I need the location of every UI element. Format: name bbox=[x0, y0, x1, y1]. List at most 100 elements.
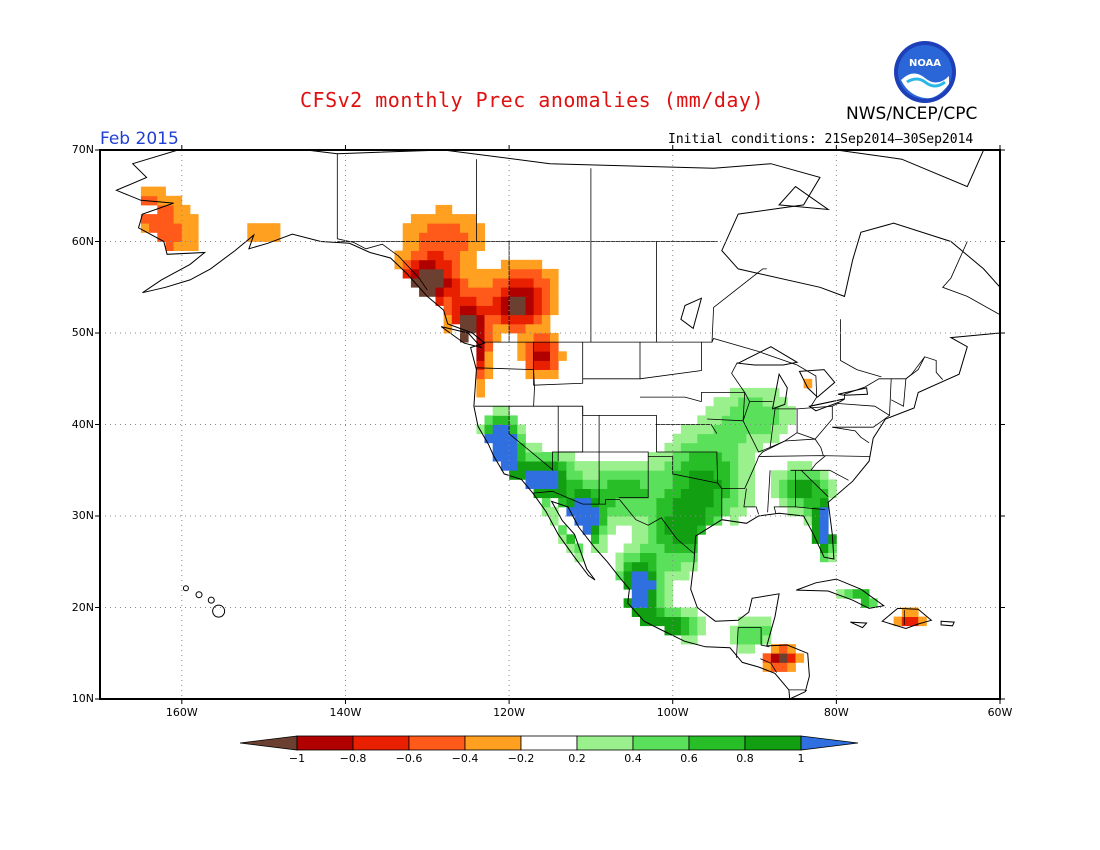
boundary-5 bbox=[788, 689, 808, 692]
anomaly-cell bbox=[255, 223, 265, 233]
anomaly-cell bbox=[656, 506, 665, 517]
anomaly-cell bbox=[419, 250, 428, 261]
boundary-17 bbox=[476, 367, 535, 407]
hawaii-island-0 bbox=[212, 604, 226, 618]
boundary-32 bbox=[672, 456, 718, 484]
boundary-27 bbox=[639, 342, 702, 380]
anomaly-cell bbox=[721, 497, 731, 508]
anomaly-cell bbox=[860, 598, 870, 608]
anomaly-cell bbox=[640, 534, 649, 544]
anomaly-cell bbox=[427, 241, 436, 251]
anomaly-cell bbox=[443, 232, 453, 242]
anomaly-cell bbox=[460, 314, 469, 325]
anomaly-cell bbox=[550, 268, 559, 279]
anomaly-cell bbox=[672, 516, 682, 526]
anomaly-cell bbox=[672, 506, 682, 517]
anomaly-cell bbox=[484, 369, 494, 380]
colorbar-box bbox=[408, 735, 466, 751]
anomaly-cell bbox=[820, 506, 829, 517]
anomaly-cell bbox=[738, 470, 747, 480]
anomaly-cell bbox=[640, 516, 649, 526]
anomaly-cell bbox=[517, 461, 526, 471]
anomaly-cell bbox=[795, 488, 805, 499]
anomaly-cell bbox=[460, 305, 469, 316]
anomaly-cell bbox=[468, 314, 477, 325]
anomaly-cell bbox=[672, 625, 682, 636]
anomaly-cell bbox=[640, 461, 649, 471]
anomaly-cell bbox=[615, 516, 625, 526]
anomaly-cell bbox=[754, 424, 764, 435]
colorbar-label: −0.8 bbox=[339, 752, 367, 765]
anomaly-cell bbox=[541, 342, 551, 352]
anomaly-cell bbox=[451, 268, 461, 279]
anomaly-cell bbox=[705, 506, 715, 517]
anomaly-cell bbox=[435, 204, 445, 215]
anomaly-cell bbox=[721, 470, 731, 480]
anomaly-cell bbox=[648, 534, 657, 544]
anomaly-cell bbox=[509, 424, 518, 435]
anomaly-cell bbox=[533, 323, 543, 334]
anomaly-cell bbox=[640, 525, 649, 535]
boundary-30 bbox=[656, 451, 723, 489]
anomaly-cell bbox=[770, 397, 780, 407]
anomaly-cell bbox=[860, 589, 870, 599]
anomaly-cell bbox=[631, 570, 641, 581]
anomaly-cell bbox=[500, 268, 510, 279]
anomaly-cell bbox=[615, 470, 625, 480]
anomaly-cell bbox=[664, 589, 674, 599]
anomaly-cell bbox=[492, 314, 502, 325]
anomaly-cell bbox=[648, 589, 657, 599]
anomaly-cell bbox=[451, 250, 461, 261]
anomaly-cell bbox=[648, 561, 657, 572]
anomaly-cell bbox=[541, 360, 551, 370]
lake-outline-5 bbox=[680, 297, 703, 330]
anomaly-cell bbox=[476, 241, 485, 251]
anomaly-cell bbox=[525, 287, 535, 297]
anomaly-cell bbox=[599, 488, 608, 499]
anomaly-cell bbox=[566, 506, 575, 517]
anomaly-cell bbox=[664, 534, 674, 544]
anomaly-cell bbox=[525, 259, 535, 270]
anomaly-cell bbox=[435, 223, 445, 233]
anomaly-cell bbox=[689, 635, 698, 645]
anomaly-cell bbox=[451, 259, 461, 270]
anomaly-cell bbox=[746, 470, 755, 480]
anomaly-cell bbox=[656, 452, 665, 462]
anomaly-cell bbox=[730, 488, 739, 499]
anomaly-cell bbox=[533, 479, 543, 489]
anomaly-cell bbox=[697, 625, 706, 636]
anomaly-cell bbox=[509, 452, 518, 462]
anomaly-cell bbox=[689, 497, 698, 508]
anomaly-cell bbox=[550, 452, 559, 462]
anomaly-cell bbox=[631, 561, 641, 572]
anomaly-cell bbox=[517, 433, 526, 444]
anomaly-cell bbox=[787, 488, 796, 499]
anomaly-cell bbox=[525, 333, 535, 343]
anomaly-cell bbox=[484, 333, 494, 343]
anomaly-cell bbox=[648, 580, 657, 590]
anomaly-cell bbox=[738, 406, 747, 416]
anomaly-cell bbox=[738, 644, 747, 654]
anomaly-cell bbox=[640, 552, 649, 563]
anomaly-cell bbox=[541, 506, 551, 517]
anomaly-cell bbox=[599, 497, 608, 508]
anomaly-cell bbox=[795, 461, 805, 471]
anomaly-cell bbox=[795, 479, 805, 489]
anomaly-cell bbox=[779, 662, 788, 672]
anomaly-cell bbox=[730, 461, 739, 471]
anomaly-cell bbox=[451, 232, 461, 242]
anomaly-cell bbox=[648, 479, 657, 489]
anomaly-cell bbox=[476, 296, 485, 306]
anomaly-cell bbox=[697, 479, 706, 489]
boundary-47 bbox=[796, 405, 833, 440]
anomaly-cell bbox=[820, 552, 829, 563]
anomaly-cell bbox=[738, 387, 747, 398]
anomaly-cell bbox=[664, 625, 674, 636]
anomaly-cell bbox=[762, 415, 772, 425]
anomaly-cell bbox=[721, 406, 731, 416]
anomaly-cell bbox=[427, 223, 436, 233]
anomaly-cell bbox=[713, 461, 723, 471]
anomaly-cell bbox=[410, 214, 420, 224]
anomaly-cell bbox=[533, 461, 543, 471]
anomaly-cell bbox=[427, 278, 436, 288]
